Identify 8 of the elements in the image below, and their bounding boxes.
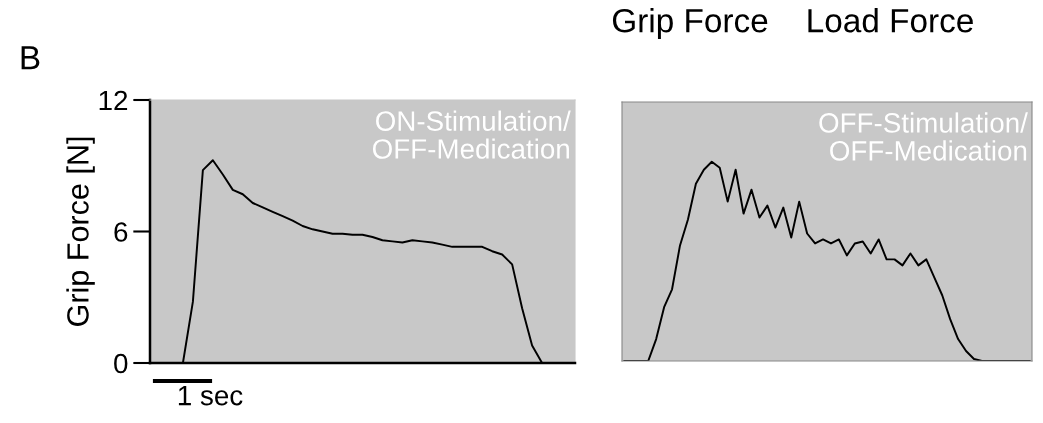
text: Grip Force [612, 8, 768, 40]
y-tick-label: 12 [99, 90, 128, 111]
text: B [21, 46, 40, 70]
y-tick-label: 6 [114, 222, 128, 242]
y-tick-label: 0 [114, 353, 128, 374]
text: 1 sec [178, 386, 243, 406]
y-axis-title: Grip Force [N] [66, 137, 95, 326]
text: Load Force [808, 8, 973, 33]
